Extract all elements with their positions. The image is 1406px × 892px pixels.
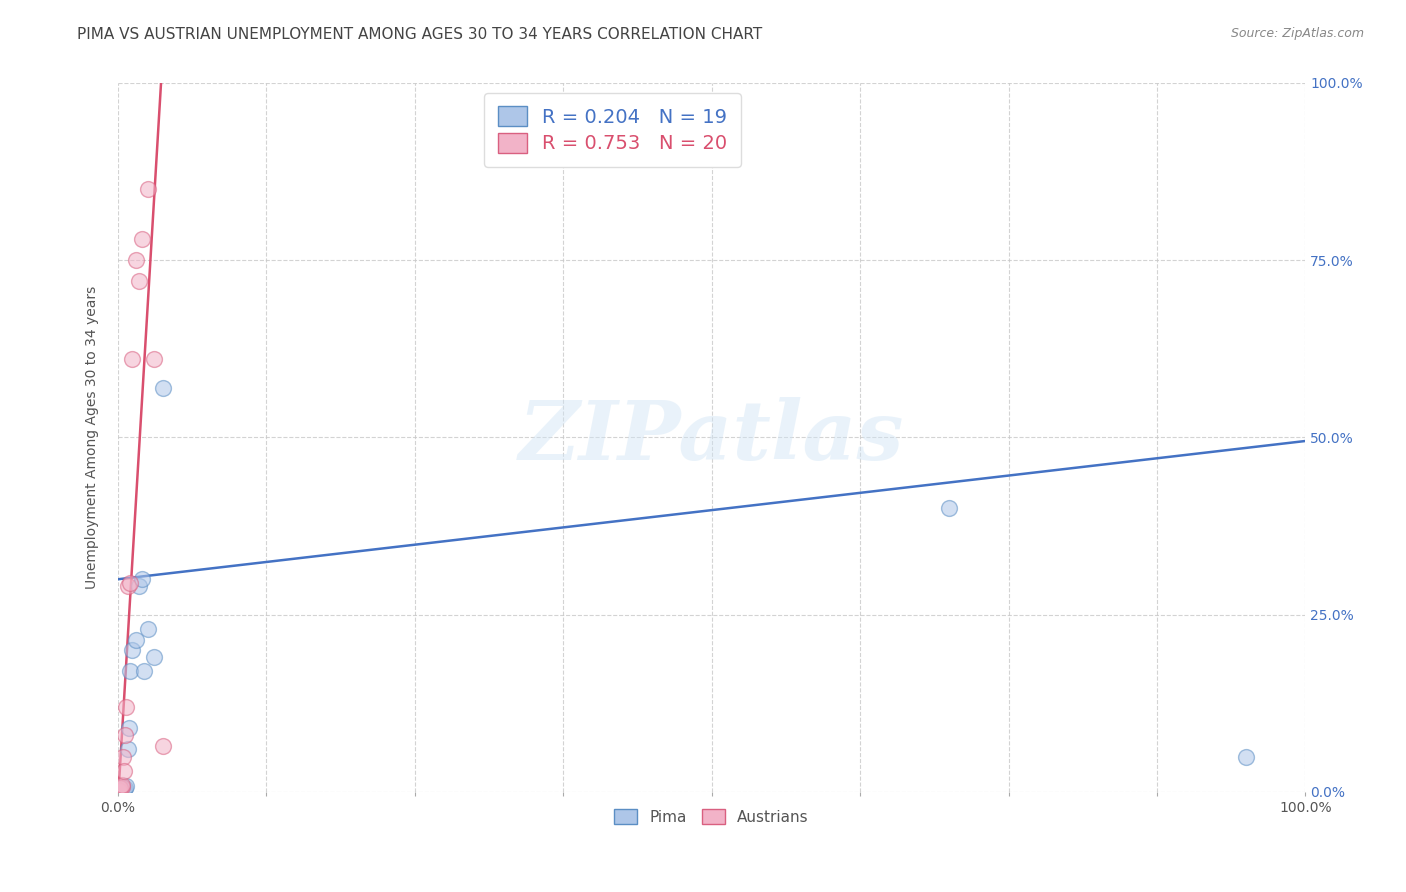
Point xyxy=(108,782,131,797)
Point xyxy=(121,643,143,657)
Point xyxy=(136,622,159,636)
Point xyxy=(110,783,132,797)
Point xyxy=(112,764,135,778)
Point xyxy=(134,665,156,679)
Point xyxy=(152,381,174,395)
Point xyxy=(125,632,148,647)
Point xyxy=(152,739,174,753)
Y-axis label: Unemployment Among Ages 30 to 34 years: Unemployment Among Ages 30 to 34 years xyxy=(86,285,100,589)
Point xyxy=(110,781,132,796)
Point xyxy=(110,778,132,792)
Point xyxy=(136,182,159,196)
Point xyxy=(110,781,132,796)
Point xyxy=(114,780,136,795)
Text: Source: ZipAtlas.com: Source: ZipAtlas.com xyxy=(1230,27,1364,40)
Point xyxy=(142,650,165,665)
Point xyxy=(118,575,141,590)
Text: ZIPatlas: ZIPatlas xyxy=(519,398,904,477)
Point xyxy=(117,742,139,756)
Point xyxy=(110,780,132,794)
Text: PIMA VS AUSTRIAN UNEMPLOYMENT AMONG AGES 30 TO 34 YEARS CORRELATION CHART: PIMA VS AUSTRIAN UNEMPLOYMENT AMONG AGES… xyxy=(77,27,762,42)
Point xyxy=(115,699,138,714)
Point xyxy=(118,721,141,735)
Point xyxy=(142,352,165,367)
Point xyxy=(1234,749,1257,764)
Point xyxy=(128,579,150,593)
Point xyxy=(112,782,135,797)
Point xyxy=(131,572,153,586)
Point xyxy=(121,352,143,367)
Point xyxy=(111,749,134,764)
Point xyxy=(131,232,153,246)
Point xyxy=(108,783,131,797)
Point xyxy=(111,782,134,797)
Legend: Pima, Austrians: Pima, Austrians xyxy=(605,799,818,834)
Point xyxy=(118,665,141,679)
Point xyxy=(125,253,148,268)
Point xyxy=(115,779,138,793)
Point xyxy=(128,275,150,289)
Point xyxy=(107,783,129,797)
Point xyxy=(110,781,132,796)
Point xyxy=(117,579,139,593)
Point xyxy=(938,501,960,516)
Point xyxy=(114,728,136,742)
